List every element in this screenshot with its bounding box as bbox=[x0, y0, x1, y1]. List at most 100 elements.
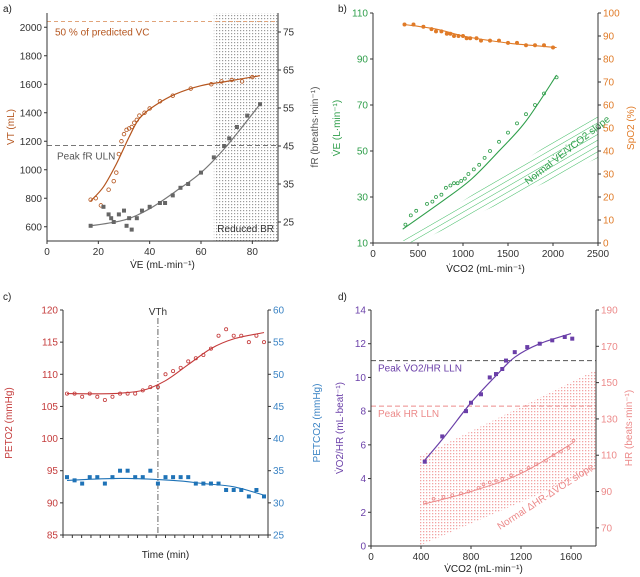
x-axis-label: V̇E (mL·min⁻¹) bbox=[130, 258, 195, 271]
spo2-point bbox=[505, 40, 510, 45]
hr-point bbox=[481, 482, 486, 487]
peto2-point bbox=[216, 333, 221, 338]
vt-axis-tick-label: 1200 bbox=[20, 137, 43, 148]
petco2-point bbox=[201, 481, 206, 486]
hr-point bbox=[466, 489, 471, 494]
vc-label: 50 % of predicted VC bbox=[55, 28, 150, 39]
spo2-point bbox=[444, 31, 449, 36]
vo2hr-point bbox=[512, 350, 517, 355]
petco2-axis-tick-label: 40 bbox=[273, 434, 285, 445]
ve-point bbox=[497, 139, 501, 144]
peto2-point bbox=[231, 333, 236, 338]
spo2-point bbox=[464, 36, 469, 41]
fr-point bbox=[186, 181, 191, 186]
hr-point bbox=[519, 469, 523, 474]
spo2-axis-tick-label: 90 bbox=[603, 32, 615, 43]
vo2hr-point bbox=[537, 341, 542, 346]
vt-point bbox=[93, 196, 98, 201]
petco2-point bbox=[216, 481, 221, 486]
ve-point bbox=[434, 195, 438, 199]
ve-axis-tick-label: 30 bbox=[357, 193, 369, 204]
ve-point bbox=[455, 181, 460, 186]
fr-point bbox=[245, 113, 250, 118]
petco2-axis-tick-label: 30 bbox=[273, 498, 285, 509]
x-tick-label: 400 bbox=[413, 552, 430, 563]
ve-point bbox=[542, 91, 546, 96]
spo2-point bbox=[411, 22, 416, 27]
vt-axis-tick-label: 800 bbox=[25, 194, 42, 205]
fr-axis-tick-label: 45 bbox=[283, 142, 295, 153]
hr-axis-tick-label: 70 bbox=[601, 523, 613, 534]
peto2-point bbox=[163, 372, 168, 377]
spo2-point bbox=[460, 34, 465, 39]
peto2-axis-tick-label: 120 bbox=[41, 306, 58, 317]
peto2-axis-tick-label: 115 bbox=[42, 338, 58, 349]
petco2-point bbox=[261, 494, 266, 499]
fr-axis-label: fR (breaths·min⁻¹) bbox=[310, 87, 321, 168]
peto2-point bbox=[239, 333, 244, 338]
fr-point bbox=[211, 155, 216, 160]
petco2-point bbox=[155, 481, 160, 486]
spo2-point bbox=[524, 43, 529, 48]
x-axis-label: V̇CO2 (mL·min⁻¹) bbox=[446, 262, 525, 275]
hr-point bbox=[509, 473, 513, 478]
ve-point bbox=[430, 199, 435, 204]
petco2-point bbox=[239, 487, 244, 492]
peto2-axis-tick-label: 100 bbox=[41, 434, 58, 445]
spo2-point bbox=[551, 45, 556, 50]
x-axis-label: V̇CO2 (mL·min⁻¹) bbox=[444, 562, 523, 575]
vt-point bbox=[229, 77, 234, 83]
x-tick-label: 500 bbox=[410, 249, 427, 260]
panel-label: d) bbox=[338, 292, 347, 303]
ve-point bbox=[482, 155, 487, 160]
peto2-point bbox=[171, 369, 176, 374]
hr-point bbox=[566, 446, 571, 450]
ve-point bbox=[466, 172, 471, 176]
vt-axis-label: VT (mL) bbox=[6, 109, 17, 145]
petco2-point bbox=[178, 475, 183, 480]
ve-point bbox=[403, 222, 408, 227]
vo2hr-axis-tick-label: 4 bbox=[360, 474, 366, 485]
vo2hr-point bbox=[468, 400, 473, 405]
hr-point bbox=[487, 480, 492, 485]
vt-axis-tick-label: 1400 bbox=[20, 108, 43, 119]
vt-point bbox=[170, 93, 175, 98]
peak-vo2hr-label: Peak V̇O2/HR LLN bbox=[378, 362, 462, 375]
fr-point bbox=[227, 136, 232, 141]
hr-axis-tick-label: 90 bbox=[601, 487, 613, 498]
panel-label: a) bbox=[3, 4, 12, 15]
ve-axis-tick-label: 110 bbox=[352, 9, 368, 20]
vt-axis-tick-label: 600 bbox=[25, 222, 42, 233]
spo2-axis-tick-label: 50 bbox=[603, 124, 615, 135]
hr-point bbox=[476, 486, 481, 490]
fr-point bbox=[111, 219, 116, 224]
peto2-point bbox=[80, 394, 85, 399]
petco2-axis-tick-label: 45 bbox=[273, 402, 285, 413]
petco2-point bbox=[224, 487, 229, 492]
ve-axis-tick-label: 50 bbox=[357, 147, 369, 158]
vo2hr-point bbox=[570, 336, 575, 341]
spo2-axis-tick-label: 30 bbox=[603, 170, 615, 181]
vt-point bbox=[250, 74, 255, 80]
petco2-fit-line bbox=[66, 477, 265, 496]
x-tick-label: 1500 bbox=[497, 249, 520, 260]
fr-point bbox=[134, 216, 139, 221]
vt-point bbox=[106, 187, 111, 192]
vo2hr-point bbox=[503, 358, 508, 363]
vo2hr-point bbox=[422, 459, 427, 464]
petco2-axis-tick-label: 60 bbox=[273, 306, 285, 317]
vt-point bbox=[132, 120, 137, 125]
vo2hr-point bbox=[500, 366, 505, 371]
x-tick-label: 2500 bbox=[587, 249, 610, 260]
peto2-point bbox=[140, 388, 145, 393]
vo2hr-axis-tick-label: 8 bbox=[360, 407, 366, 418]
petco2-axis-tick-label: 35 bbox=[273, 466, 285, 477]
peto2-point bbox=[87, 391, 92, 396]
peto2-point bbox=[148, 385, 153, 390]
hr-point bbox=[494, 478, 498, 483]
fr-point bbox=[106, 212, 111, 217]
spo2-point bbox=[421, 24, 426, 29]
spo2-axis-tick-label: 10 bbox=[603, 216, 615, 227]
fr-point bbox=[124, 223, 129, 228]
